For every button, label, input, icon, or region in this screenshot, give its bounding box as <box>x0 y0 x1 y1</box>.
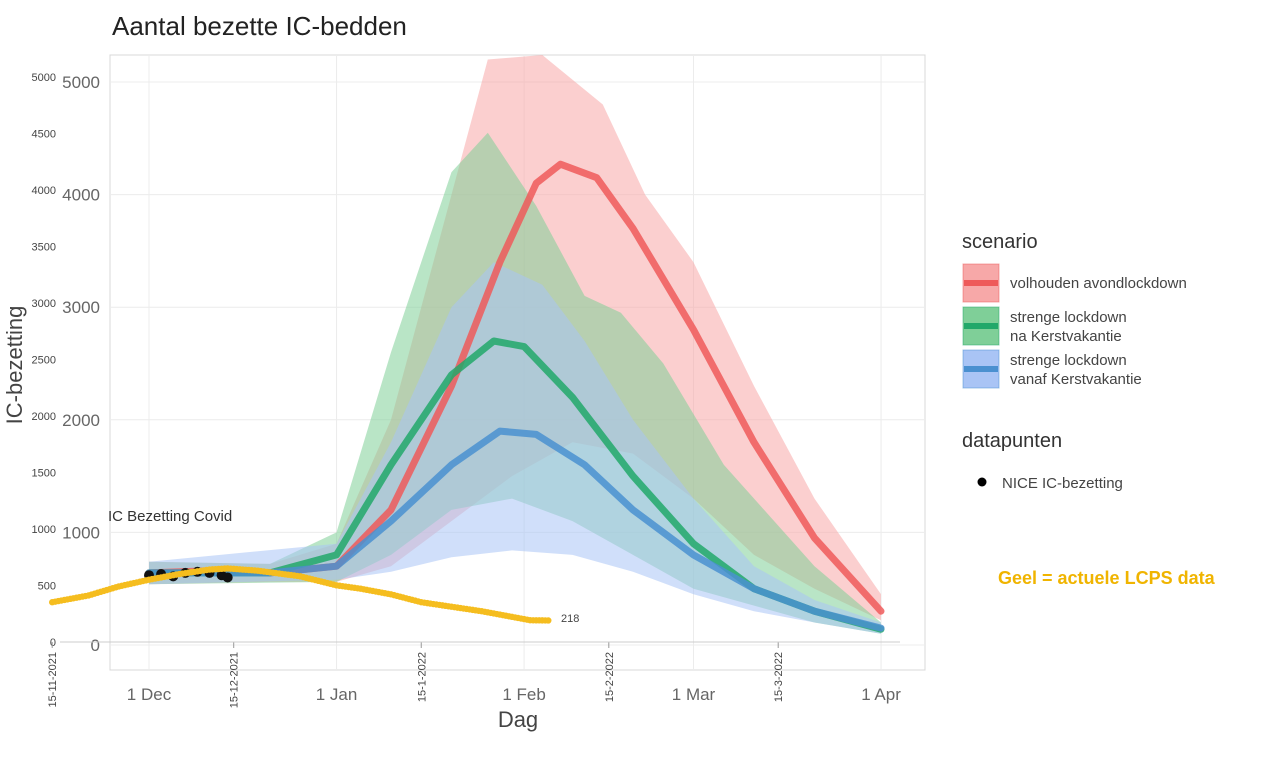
overlay-y-tick-label: 5000 <box>32 72 56 84</box>
legend-scenario-title: scenario <box>962 231 1038 253</box>
legend-label-1: strenge lockdown <box>1010 309 1127 326</box>
legend-nice-label: NICE IC-bezetting <box>1002 475 1123 492</box>
overlay-y-tick-label: 2500 <box>32 355 56 367</box>
overlay-x-tick-label: 15-2-2022 <box>604 652 616 702</box>
bands <box>149 55 881 634</box>
lcps-note: Geel = actuele LCPS data <box>998 568 1216 588</box>
overlay-y-tick-label: 1500 <box>32 468 56 480</box>
band-2 <box>149 262 881 634</box>
overlay-y-tick-label: 1000 <box>32 524 56 536</box>
x-tick-label: 1 Apr <box>861 685 901 704</box>
y-tick-label: 5000 <box>62 73 100 92</box>
median-line-2 <box>145 427 885 632</box>
legend-label-2: vanaf Kerstvakantie <box>1010 371 1142 388</box>
ticks: 1 Dec 1 Jan 1 Feb 1 Mar 1 Apr 0 1000 2000 3000 40… <box>32 72 902 708</box>
y-tick-label: 2000 <box>62 411 100 430</box>
x-tick-label: 1 Feb <box>502 685 545 704</box>
y-tick-label: 4000 <box>62 186 100 205</box>
legend-label-0: volhouden avondlockdown <box>1010 275 1187 292</box>
overlay-x-tick-label: 15-12-2021 <box>229 652 241 708</box>
overlay-x-tick-label: 15-11-2021 <box>47 652 59 707</box>
y-tick-label: 3000 <box>62 298 100 317</box>
overlay-y-tick-label: 4000 <box>32 185 56 197</box>
overlay-y-tick-label: 3000 <box>32 298 56 310</box>
overlay-x-tick-label: 15-3-2022 <box>773 652 785 702</box>
y-axis-label: IC-bezetting <box>2 306 27 425</box>
legend-datapoints-title: datapunten <box>962 430 1062 452</box>
ic-annotation: IC Bezetting Covid <box>108 508 232 525</box>
overlay-x-tick-label: 15-1-2022 <box>416 652 428 702</box>
legend-label-2: strenge lockdown <box>1010 352 1127 369</box>
y-tick-label: 0 <box>91 636 100 655</box>
x-tick-label: 1 Dec <box>127 685 172 704</box>
nice-point <box>222 572 233 583</box>
chart-title: Aantal bezette IC-bedden <box>112 11 407 41</box>
median-lines <box>145 160 885 633</box>
lcps-last-value: 218 <box>561 613 579 625</box>
overlay-y-tick-label: 500 <box>38 581 56 593</box>
x-tick-label: 1 Mar <box>672 685 716 704</box>
legend-nice-marker <box>977 477 987 487</box>
lcps-points <box>49 565 552 624</box>
lcps-point <box>545 617 552 624</box>
y-tick-label: 1000 <box>62 523 100 542</box>
overlay-y-tick-label: 3500 <box>32 242 56 254</box>
x-axis-label: Dag <box>498 707 538 732</box>
overlay-y-tick-label: 0 <box>50 637 56 649</box>
overlay-y-tick-label: 4500 <box>32 129 56 141</box>
overlay-y-tick-label: 2000 <box>32 411 56 423</box>
x-tick-label: 1 Jan <box>316 685 358 704</box>
legend-label-1: na Kerstvakantie <box>1010 328 1122 345</box>
